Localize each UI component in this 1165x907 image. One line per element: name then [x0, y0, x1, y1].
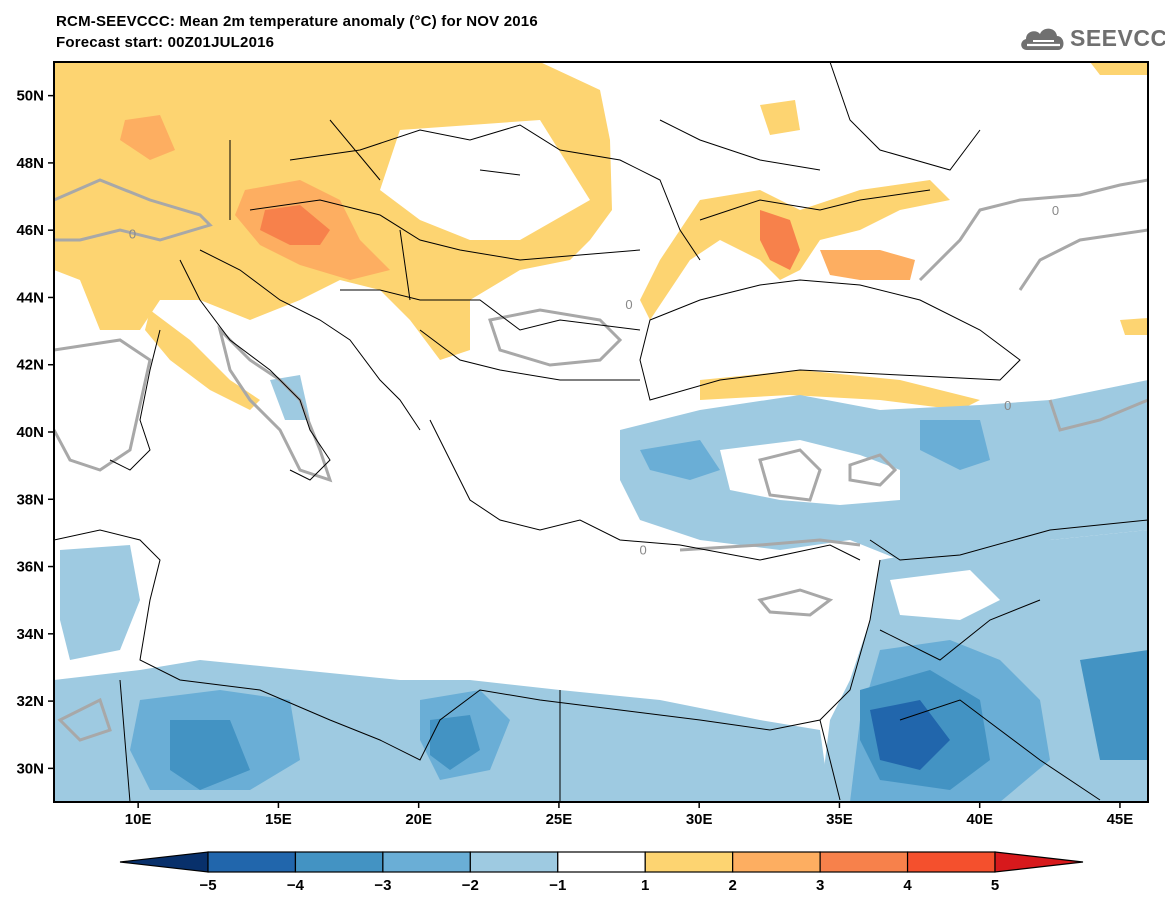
colorbar-lower-triangle — [119, 851, 209, 873]
lat-tick-label: 46N — [16, 222, 44, 239]
warm-region-red-croatia — [260, 205, 330, 245]
contour-label: 0 — [1004, 398, 1011, 413]
colorbar-label: −1 — [549, 877, 566, 894]
lon-tick-label: 35E — [826, 811, 853, 828]
lat-tick-label: 36N — [16, 559, 44, 576]
lon-tick-label: 15E — [265, 811, 292, 828]
cold-region-sirte-core — [430, 715, 480, 770]
cold-region-turkey-east — [920, 420, 990, 470]
lat-tick-label: 48N — [16, 155, 44, 172]
warm-region-turkey-coast — [700, 370, 980, 410]
warm-region-orange-1 — [120, 115, 175, 160]
cloud-icon — [1021, 28, 1064, 50]
colorbar-label: 1 — [641, 877, 649, 894]
coastlines-and-borders — [54, 62, 1148, 802]
contour-label: 0 — [129, 227, 136, 242]
colorbar-label: 5 — [991, 877, 999, 894]
warm-region-northeast-corner — [1090, 62, 1148, 75]
warm-region-crimea-orange — [760, 210, 800, 270]
white-gap-alps — [380, 120, 590, 240]
lat-tick-label: 38N — [16, 491, 44, 508]
cold-region-east-blue — [1080, 650, 1148, 760]
cold-region-sardinia-small — [270, 375, 310, 420]
lat-tick-label: 40N — [16, 424, 44, 441]
lat-tick-label: 34N — [16, 626, 44, 643]
colorbar-label: −4 — [287, 877, 305, 894]
contour-label: 0 — [625, 297, 632, 312]
lat-tick-label: 32N — [16, 693, 44, 710]
white-gap-syria — [890, 570, 1000, 620]
lon-tick-label: 30E — [686, 811, 713, 828]
colorbar-segment — [906, 851, 996, 873]
colorbar-label: −3 — [374, 877, 391, 894]
contour-label: 0 — [639, 543, 646, 558]
latitude-axis: 50N 48N 46N 44N 42N 40N 38N 36N 34N 32N 30N — [16, 88, 54, 777]
longitude-axis: 10E 15E 20E 25E 30E 35E 40E 45E — [125, 802, 1133, 828]
colorbar-upper-triangle — [994, 851, 1084, 873]
map-title: RCM-SEEVCCC: Mean 2m temperature anomaly… — [56, 13, 538, 30]
cold-region-libya-core — [170, 720, 250, 790]
warm-region-black-sea-north — [820, 250, 915, 280]
colorbar-segment — [557, 851, 646, 873]
warm-region-ukraine-blob — [760, 100, 800, 135]
contour-labels: 0 0 0 0 0 — [129, 203, 1059, 558]
anomaly-fill-layer — [54, 62, 1148, 802]
contour-label: 0 — [1052, 203, 1059, 218]
logo-wordmark: SEEVCCC — [1070, 25, 1165, 51]
colorbar-label: 3 — [816, 877, 824, 894]
cold-region-turkey-mid — [640, 440, 720, 480]
colorbar-label: −2 — [462, 877, 479, 894]
lat-tick-label: 50N — [16, 88, 44, 105]
colorbar-segment — [644, 851, 734, 873]
colorbar-label: −5 — [199, 877, 216, 894]
lon-tick-label: 40E — [966, 811, 993, 828]
warm-region-east-small — [1120, 318, 1148, 335]
colorbar-segment — [207, 851, 297, 873]
lat-tick-label: 44N — [16, 289, 44, 306]
colorbar-segment — [294, 851, 384, 873]
colorbar: −5 −4 −3 −2 −1 1 2 3 4 5 — [119, 851, 1084, 894]
zero-contours — [54, 178, 1148, 742]
cold-region-jordan-dark — [870, 700, 950, 770]
colorbar-segment — [819, 851, 909, 873]
warm-region-italy-coast — [145, 310, 260, 410]
lon-tick-label: 25E — [546, 811, 573, 828]
cold-region-algeria — [60, 545, 140, 660]
colorbar-segment — [732, 851, 821, 873]
white-gap-central-anatolia — [720, 440, 900, 505]
colorbar-segment — [382, 851, 471, 873]
forecast-start-subtitle: Forecast start: 00Z01JUL2016 — [56, 34, 275, 51]
colorbar-label: 2 — [728, 877, 736, 894]
lon-tick-label: 20E — [405, 811, 432, 828]
lon-tick-label: 10E — [125, 811, 152, 828]
lat-tick-label: 30N — [16, 760, 44, 777]
lon-tick-label: 45E — [1107, 811, 1134, 828]
colorbar-segment — [469, 851, 559, 873]
seevccc-logo: SEEVCCC — [1018, 22, 1165, 56]
colorbar-label: 4 — [903, 877, 912, 894]
lat-tick-label: 42N — [16, 357, 44, 374]
